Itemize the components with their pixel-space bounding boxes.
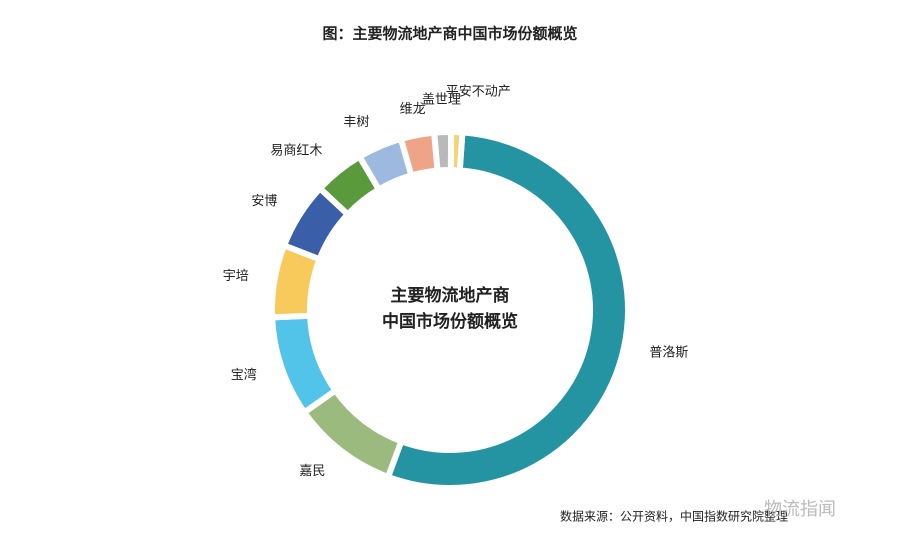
segment-label: 维龙 [400,102,426,117]
segment-label: 安博 [251,194,277,209]
segment-label: 盖世理 [422,93,461,108]
segment-label: 丰树 [343,115,369,130]
segment-label: 嘉民 [299,464,325,479]
watermark: 物流指闻 [764,499,836,520]
donut-segment [384,129,631,491]
segment-label: 平安不动产 [446,85,511,100]
segment-label: 易商红木 [270,142,322,158]
donut-segment [447,128,466,174]
chart-title: 图：主要物流地产商中国市场份额概览 [322,25,577,43]
center-label: 主要物流地产商 [391,285,510,306]
donut-segment [269,312,340,417]
segment-label: 宇培 [223,268,249,284]
source-note: 数据来源：公开资料，中国指数研究院整理 [560,509,788,524]
center-label: 中国市场份额概览 [382,311,518,332]
segment-label: 宝湾 [231,367,257,383]
segment-label: 普洛斯 [649,346,688,361]
